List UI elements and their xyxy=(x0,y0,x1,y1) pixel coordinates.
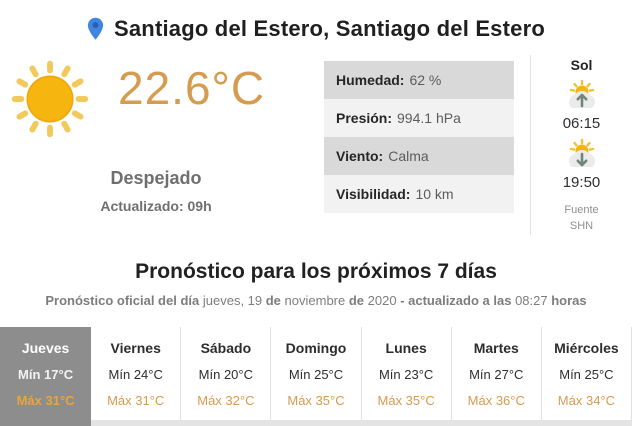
day-cell-martes[interactable]: Martes Mín 27°C Máx 36°C xyxy=(452,326,542,420)
day-min-temp: Mín 20°C xyxy=(198,366,254,382)
day-max-temp: Máx 35°C xyxy=(377,392,435,408)
day-name: Lunes xyxy=(385,339,427,356)
day-max-temp: Máx 35°C xyxy=(287,392,345,408)
forecast-days-row: Jueves Mín 17°C Máx 31°C Viernes Mín 24°… xyxy=(0,326,632,426)
forecast-title: Pronóstico para los próximos 7 días xyxy=(135,259,497,283)
stat-row-humidity: Humedad: 62 % xyxy=(324,61,514,99)
sun-panel-title: Sol xyxy=(570,57,593,73)
day-name: Domingo xyxy=(285,339,347,356)
day-cell-sabado[interactable]: Sábado Mín 20°C Máx 32°C xyxy=(181,326,272,420)
day-max-temp: Máx 32°C xyxy=(197,392,255,408)
day-cell-jueves[interactable]: Jueves Mín 17°C Máx 31°C xyxy=(0,326,92,426)
last-updated: Actualizado: 09h xyxy=(100,198,212,214)
day-name: Jueves xyxy=(21,339,70,356)
day-name: Miércoles xyxy=(554,339,619,356)
current-temperature: 22.6°C xyxy=(118,62,266,114)
current-temp-block: 22.6°C Despejado Actualizado: 09h xyxy=(0,55,324,214)
day-min-temp: Mín 27°C xyxy=(469,366,524,382)
day-max-temp: Máx 34°C xyxy=(557,392,616,408)
sunrise-time: 06:15 xyxy=(562,115,601,132)
day-min-temp: Mín 24°C xyxy=(108,366,163,382)
day-name: Viernes xyxy=(110,339,161,356)
stat-row-pressure: Presión: 994.1 hPa xyxy=(324,99,514,137)
current-conditions: 22.6°C Despejado Actualizado: 09h Humeda… xyxy=(0,55,632,235)
day-cell-viernes[interactable]: Viernes Mín 24°C Máx 31°C xyxy=(91,326,182,420)
day-max-temp: Máx 36°C xyxy=(467,392,525,408)
day-name: Sábado xyxy=(200,339,252,356)
day-max-temp: Máx 31°C xyxy=(107,392,165,408)
stats-list: Humedad: 62 % Presión: 994.1 hPa Viento: Ca… xyxy=(324,61,514,213)
forecast-subtitle: Pronóstico oficial del día jueves, 19 de… xyxy=(45,292,587,308)
stat-row-wind: Viento: Calma xyxy=(324,137,514,175)
day-min-temp: Mín 25°C xyxy=(559,366,614,382)
data-source: Fuente SHN xyxy=(564,204,599,232)
day-min-temp: Mín 17°C xyxy=(18,366,74,382)
location-title: Santiago del Estero, Santiago del Estero xyxy=(114,15,545,41)
sunrise-icon xyxy=(531,79,632,114)
sun-icon xyxy=(8,57,92,146)
day-min-temp: Mín 25°C xyxy=(288,366,344,382)
sunset-time: 19:50 xyxy=(562,174,601,191)
day-cell-lunes[interactable]: Lunes Mín 23°C Máx 35°C xyxy=(362,326,452,420)
day-name: Martes xyxy=(473,339,519,356)
day-cell-miercoles[interactable]: Miércoles Mín 25°C Máx 34°C xyxy=(542,326,632,420)
day-min-temp: Mín 23°C xyxy=(378,366,434,382)
stat-row-visibility: Visibilidad: 10 km xyxy=(324,175,514,213)
sunset-icon xyxy=(531,138,632,173)
location-pin-icon xyxy=(87,17,104,41)
current-condition: Despejado xyxy=(110,168,202,188)
sun-times-panel: Sol 0 xyxy=(530,55,632,235)
day-max-temp: Máx 31°C xyxy=(16,392,75,408)
location-header: Santiago del Estero, Santiago del Estero xyxy=(0,0,632,44)
day-cell-domingo[interactable]: Domingo Mín 25°C Máx 35°C xyxy=(271,326,362,420)
